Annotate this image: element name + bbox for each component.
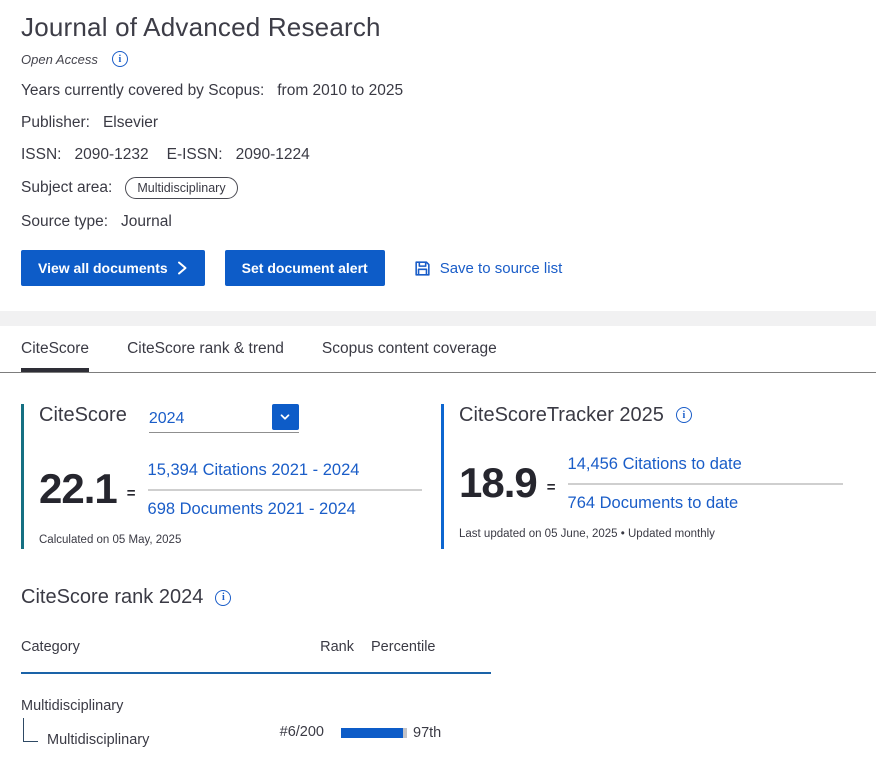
years-covered-value: from 2010 to 2025: [277, 81, 404, 99]
tracker-citations-link[interactable]: 14,456 Citations to date: [567, 455, 742, 473]
issn-label: ISSN:: [21, 145, 62, 163]
category-column-header: Category: [21, 639, 80, 655]
chevron-right-icon: [177, 261, 187, 275]
tracker-documents-link[interactable]: 764 Documents to date: [567, 483, 843, 513]
subject-area-label: Subject area:: [21, 179, 113, 196]
source-header: Journal of Advanced Research Open Access…: [0, 0, 876, 286]
rank-column-header: Rank: [320, 639, 354, 655]
tracker-title: CiteScoreTracker 2025: [459, 404, 664, 426]
citescore-year-dropdown[interactable]: 2024: [148, 404, 299, 433]
eissn-value: 2090-1224: [235, 145, 310, 163]
view-all-documents-label: View all documents: [38, 260, 168, 276]
citescore-tracker-panel: CiteScoreTracker 2025 i 18.9 = 14,456 Ci…: [441, 404, 855, 549]
percentile-value: 97th: [413, 725, 442, 741]
citescore-panels: CiteScore 2024 22.1 = 15,394 Citations 2…: [0, 404, 876, 549]
publisher-value: Elsevier: [102, 113, 159, 131]
percentile-bar: [341, 728, 407, 738]
citescore-rank-title: CiteScore rank 2024: [21, 586, 204, 608]
year-dropdown-button[interactable]: [271, 404, 299, 430]
citescore-value: 22.1: [39, 465, 118, 512]
citescore-citations-link[interactable]: 15,394 Citations 2021 - 2024: [147, 461, 360, 479]
subject-area-pill[interactable]: Multidisciplinary: [125, 177, 238, 199]
rank-table: Category Rank Percentile Multidisciplina…: [21, 639, 491, 748]
percentile-column-header: Percentile: [371, 639, 436, 655]
percentile-bar-fill: [341, 728, 404, 738]
page-title: Journal of Advanced Research: [21, 12, 381, 42]
rank-table-header: Category Rank Percentile: [21, 639, 491, 674]
tracker-info-icon[interactable]: i: [675, 407, 692, 423]
chevron-down-icon: [280, 414, 290, 420]
save-to-source-list-link[interactable]: Save to source list: [413, 259, 563, 278]
citescore-documents-link[interactable]: 698 Documents 2021 - 2024: [147, 489, 422, 519]
tree-connector-icon: [23, 718, 38, 742]
eissn-label: E-ISSN:: [166, 145, 223, 163]
source-metadata: Years currently covered by Scopus: from …: [21, 81, 855, 231]
rank-info-icon[interactable]: i: [215, 589, 232, 606]
citescore-panel: CiteScore 2024 22.1 = 15,394 Citations 2…: [21, 404, 422, 549]
open-access-info-icon[interactable]: i: [111, 51, 128, 67]
publisher-label: Publisher:: [21, 113, 90, 131]
issn-value: 2090-1232: [74, 145, 149, 163]
citescore-year-value: 2024: [148, 410, 185, 427]
equals-sign: =: [126, 484, 136, 502]
tab-bar: CiteScore CiteScore rank & trend Scopus …: [0, 326, 876, 373]
citescore-rank-section: CiteScore rank 2024 i Category Rank Perc…: [0, 586, 876, 748]
percentile-cell: 97th: [341, 725, 491, 748]
set-document-alert-button[interactable]: Set document alert: [224, 250, 385, 286]
category-child[interactable]: Multidisciplinary: [47, 732, 150, 748]
save-to-source-list-label: Save to source list: [439, 259, 563, 277]
category-parent: Multidisciplinary: [21, 698, 124, 714]
source-type-value: Journal: [121, 212, 172, 230]
tab-citescore[interactable]: CiteScore: [21, 340, 90, 372]
rank-value: #6/200: [279, 724, 324, 740]
tracker-value: 18.9: [459, 459, 538, 506]
tracker-updated-note: Last updated on 05 June, 2025 • Updated …: [459, 528, 715, 540]
rank-table-row: Multidisciplinary Multidisciplinary #6/2…: [21, 698, 491, 748]
citescore-calculated-note: Calculated on 05 May, 2025: [39, 534, 182, 546]
citescore-title: CiteScore: [39, 404, 127, 426]
equals-sign: =: [546, 478, 556, 496]
years-covered-label: Years currently covered by Scopus:: [21, 81, 265, 99]
view-all-documents-button[interactable]: View all documents: [21, 250, 205, 286]
tab-citescore-rank-trend[interactable]: CiteScore rank & trend: [127, 340, 284, 357]
save-icon: [415, 260, 430, 276]
source-type-label: Source type:: [21, 212, 109, 230]
section-divider: [0, 311, 876, 326]
open-access-label: Open Access: [21, 51, 98, 67]
tab-scopus-content-coverage[interactable]: Scopus content coverage: [321, 340, 497, 357]
set-document-alert-label: Set document alert: [241, 260, 368, 276]
